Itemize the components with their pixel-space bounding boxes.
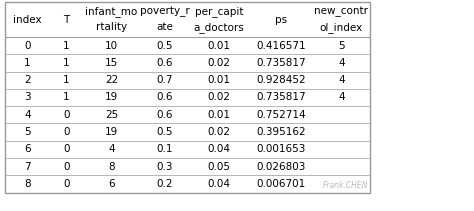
- Text: 3: 3: [24, 92, 30, 103]
- Text: 0.7: 0.7: [156, 75, 173, 85]
- Text: 0.928452: 0.928452: [256, 75, 306, 85]
- Text: 0.395162: 0.395162: [256, 127, 306, 137]
- Text: infant_mo: infant_mo: [85, 6, 137, 17]
- Text: 0.02: 0.02: [208, 127, 231, 137]
- Text: a_doctors: a_doctors: [194, 22, 245, 33]
- Text: Frank.CHEN: Frank.CHEN: [323, 181, 369, 190]
- Text: 0.026803: 0.026803: [256, 162, 306, 172]
- Text: 10: 10: [105, 41, 118, 51]
- Text: 1: 1: [63, 41, 70, 51]
- Text: 2: 2: [24, 75, 30, 85]
- Text: 0.5: 0.5: [156, 127, 173, 137]
- Text: T: T: [63, 15, 70, 24]
- Text: 0: 0: [63, 144, 70, 154]
- Text: 8: 8: [108, 162, 115, 172]
- Text: 0: 0: [63, 110, 70, 120]
- Text: ps: ps: [275, 15, 287, 24]
- Text: 0: 0: [63, 179, 70, 189]
- Text: 0.006701: 0.006701: [256, 179, 305, 189]
- Text: 6: 6: [108, 179, 115, 189]
- Text: 0.01: 0.01: [208, 110, 231, 120]
- Text: 0.05: 0.05: [208, 162, 231, 172]
- Text: 0: 0: [24, 41, 30, 51]
- Text: 6: 6: [24, 144, 30, 154]
- Text: rtality: rtality: [96, 22, 127, 32]
- Text: 4: 4: [24, 110, 30, 120]
- Text: 0.01: 0.01: [208, 75, 231, 85]
- Text: poverty_r: poverty_r: [140, 7, 190, 17]
- Text: 0.1: 0.1: [156, 144, 173, 154]
- Text: 4: 4: [338, 75, 345, 85]
- Text: 0.416571: 0.416571: [256, 41, 306, 51]
- Text: 4: 4: [338, 58, 345, 68]
- Text: 0.735817: 0.735817: [256, 58, 306, 68]
- Text: 0.04: 0.04: [208, 179, 231, 189]
- Text: 4: 4: [108, 144, 115, 154]
- Text: ate: ate: [156, 22, 173, 32]
- Text: 19: 19: [105, 92, 118, 103]
- Text: 0.001653: 0.001653: [256, 144, 306, 154]
- Text: new_contr: new_contr: [314, 7, 368, 17]
- Text: 0.01: 0.01: [208, 41, 231, 51]
- Bar: [5, 2, 370, 193]
- Text: 0.2: 0.2: [156, 179, 173, 189]
- Text: 22: 22: [105, 75, 118, 85]
- Text: 1: 1: [63, 58, 70, 68]
- Text: 1: 1: [24, 58, 30, 68]
- Text: 0.6: 0.6: [156, 110, 173, 120]
- Text: 8: 8: [24, 179, 30, 189]
- Text: 0.02: 0.02: [208, 58, 231, 68]
- Text: 19: 19: [105, 127, 118, 137]
- Text: index: index: [13, 15, 42, 24]
- Text: 0.6: 0.6: [156, 92, 173, 103]
- Text: 1: 1: [63, 75, 70, 85]
- Text: 0.3: 0.3: [156, 162, 173, 172]
- Text: 4: 4: [338, 92, 345, 103]
- Text: 1: 1: [63, 92, 70, 103]
- Text: per_capit: per_capit: [195, 6, 244, 17]
- Text: 15: 15: [105, 58, 118, 68]
- Text: 5: 5: [24, 127, 30, 137]
- Text: 0.02: 0.02: [208, 92, 231, 103]
- Text: 0.5: 0.5: [156, 41, 173, 51]
- Text: 0.735817: 0.735817: [256, 92, 306, 103]
- Text: 0: 0: [63, 127, 70, 137]
- Text: 5: 5: [338, 41, 345, 51]
- Text: 25: 25: [105, 110, 118, 120]
- Text: 0.6: 0.6: [156, 58, 173, 68]
- Text: 0.752714: 0.752714: [256, 110, 306, 120]
- Text: 7: 7: [24, 162, 30, 172]
- Text: 0.04: 0.04: [208, 144, 231, 154]
- Text: ol_index: ol_index: [319, 22, 363, 33]
- Text: 0: 0: [63, 162, 70, 172]
